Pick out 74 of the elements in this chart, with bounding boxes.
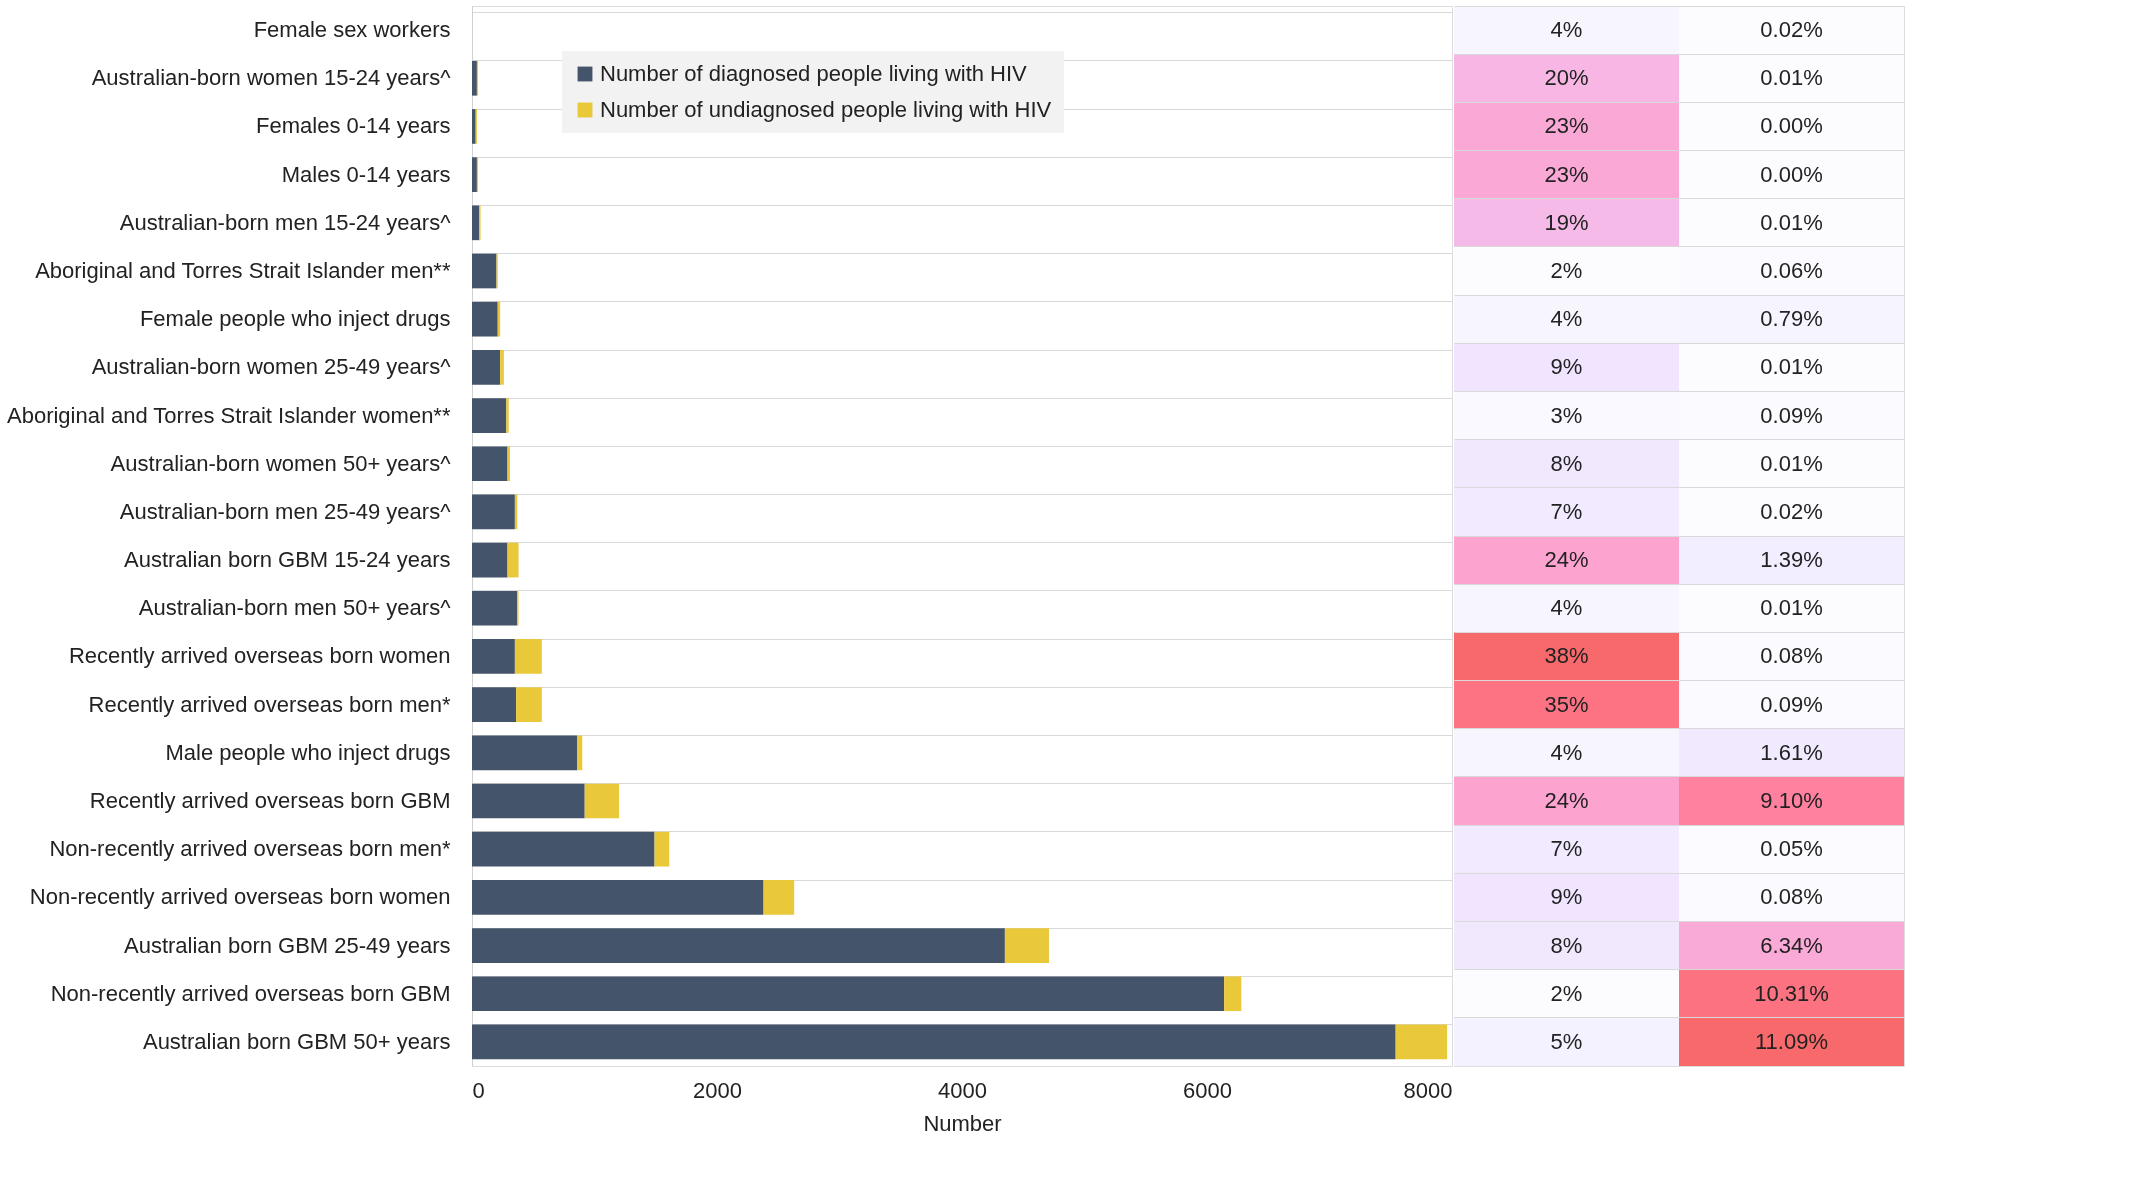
- data-label: 9.10%: [1760, 788, 1823, 813]
- data-label: 3%: [1550, 402, 1583, 428]
- data-label: 8%: [1550, 932, 1583, 958]
- data-label: 7%: [1550, 498, 1583, 524]
- data-label: 7%: [1550, 836, 1583, 862]
- data-label: 1.61%: [1760, 739, 1823, 765]
- y-tick-label: Australian-born men 15-24 years^: [119, 209, 452, 235]
- data-label: 24%: [1544, 788, 1589, 813]
- data-label: 9%: [1550, 354, 1583, 380]
- data-label: 9%: [1550, 884, 1583, 910]
- y-tick-label: Australian-born men 25-49 years^: [119, 498, 452, 524]
- data-label: 4%: [1550, 595, 1583, 621]
- x-tick-label: 2000: [693, 1077, 742, 1103]
- data-label: 11.09%: [1755, 1028, 1828, 1054]
- data-label: 2%: [1550, 980, 1583, 1006]
- data-label: 0.01%: [1760, 595, 1823, 621]
- data-label: 0.08%: [1760, 884, 1823, 910]
- legend-label: Number of diagnosed people living with HIV: [600, 61, 1028, 86]
- data-label: 0.05%: [1760, 836, 1823, 862]
- data-label: 0.08%: [1760, 643, 1823, 669]
- y-tick-label: Female sex workers: [253, 17, 451, 43]
- y-tick-label: Recently arrived overseas born GBM: [89, 788, 451, 813]
- data-label: 10.31%: [1754, 980, 1829, 1006]
- data-label: 8%: [1550, 450, 1583, 476]
- data-label: 0.09%: [1760, 402, 1823, 428]
- y-tick-label: Male people who inject drugs: [165, 739, 451, 765]
- data-label: 4%: [1550, 17, 1583, 43]
- y-tick-label: Males 0-14 years: [281, 161, 451, 187]
- y-tick-label: Australian-born women 25-49 years^: [91, 354, 452, 380]
- data-label: 20%: [1544, 65, 1589, 91]
- data-label: 6.34%: [1760, 932, 1823, 958]
- data-label: 0.01%: [1760, 354, 1823, 380]
- data-label: 2%: [1550, 258, 1583, 283]
- y-tick-label: Australian born GBM 15-24 years: [124, 547, 451, 573]
- legend-label: Number of undiagnosed people living with HIV: [600, 97, 1052, 122]
- y-tick-label: Recently arrived overseas born men*: [88, 691, 451, 717]
- y-tick-label: Female people who inject drugs: [139, 306, 451, 332]
- data-label: 0.00%: [1760, 113, 1823, 139]
- y-tick-label: Australian-born men 50+ years^: [138, 595, 452, 621]
- data-label: 23%: [1544, 161, 1589, 187]
- x-tick-label: 4000: [938, 1077, 987, 1103]
- data-label: 4%: [1550, 306, 1583, 332]
- y-tick-label: Australian born GBM 50+ years: [142, 1028, 451, 1054]
- x-axis-title: Number: [923, 1110, 1002, 1136]
- data-label: 0.79%: [1760, 306, 1823, 332]
- y-tick-label: Aboriginal and Torres Strait Islander men**: [35, 258, 451, 283]
- data-label: 0.01%: [1760, 209, 1823, 235]
- data-label: 0.01%: [1760, 65, 1823, 91]
- y-tick-label: Females 0-14 years: [256, 113, 451, 139]
- data-label: 0.02%: [1760, 498, 1823, 524]
- data-label: 0.00%: [1760, 161, 1823, 187]
- y-tick-label: Australian born GBM 25-49 years: [124, 932, 451, 958]
- y-tick-label: Recently arrived overseas born women: [68, 643, 451, 669]
- y-tick-label: Australian-born women 50+ years^: [110, 450, 452, 476]
- x-tick-label: 8000: [1403, 1077, 1453, 1103]
- data-label: 35%: [1544, 691, 1589, 717]
- y-tick-label: Non-recently arrived overseas born women: [29, 884, 451, 910]
- data-label: 38%: [1544, 643, 1589, 669]
- y-tick-label: Aboriginal and Torres Strait Islander women**: [7, 402, 451, 428]
- data-label: 0.01%: [1760, 450, 1823, 476]
- data-label: 23%: [1544, 113, 1589, 139]
- y-tick-label: Non-recently arrived overseas born men*: [49, 836, 451, 862]
- data-label: 0.09%: [1760, 691, 1823, 717]
- data-label: 0.02%: [1760, 17, 1823, 43]
- data-label: 1.39%: [1760, 547, 1823, 573]
- y-tick-label: Non-recently arrived overseas born GBM: [50, 980, 451, 1006]
- data-label: 19%: [1544, 209, 1589, 235]
- y-tick-label: Australian-born women 15-24 years^: [91, 65, 452, 91]
- data-label: 4%: [1550, 739, 1583, 765]
- data-label: 0.06%: [1760, 258, 1823, 283]
- data-label: 5%: [1550, 1028, 1583, 1054]
- x-tick-label: 6000: [1183, 1077, 1232, 1103]
- data-label: 24%: [1544, 547, 1589, 573]
- x-tick-label: 0: [472, 1077, 485, 1103]
